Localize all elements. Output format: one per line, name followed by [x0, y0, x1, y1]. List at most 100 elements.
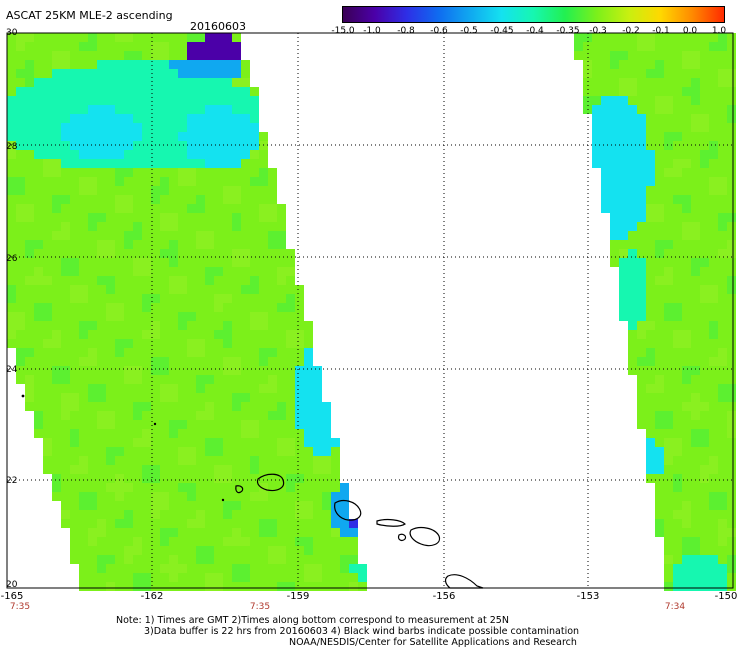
- swath-cell: [7, 258, 16, 267]
- swath-cell: [178, 42, 187, 51]
- swath-cell: [151, 96, 160, 105]
- swath-cell: [214, 87, 223, 96]
- swath-cell: [151, 303, 160, 312]
- swath-cell: [304, 483, 313, 492]
- swath-cell: [151, 555, 160, 564]
- swath-cell: [673, 510, 682, 519]
- swath-cell: [682, 78, 691, 87]
- swath-cell: [214, 276, 223, 285]
- swath-cell: [277, 492, 286, 501]
- swath-cell: [313, 483, 322, 492]
- swath-cell: [223, 357, 232, 366]
- swath-cell: [718, 195, 727, 204]
- swath-cell: [115, 186, 124, 195]
- swath-cell: [187, 483, 196, 492]
- swath-cell: [70, 231, 79, 240]
- swath-cell: [70, 276, 79, 285]
- swath-cell: [610, 240, 619, 249]
- swath-cell: [718, 177, 727, 186]
- swath-cell: [187, 87, 196, 96]
- swath-cell: [268, 384, 277, 393]
- swath-cell: [223, 429, 232, 438]
- swath-cell: [250, 303, 259, 312]
- swath-cell: [682, 42, 691, 51]
- swath-cell: [133, 528, 142, 537]
- swath-cell: [700, 303, 709, 312]
- swath-cell: [700, 141, 709, 150]
- swath-cell: [205, 465, 214, 474]
- swath-cell: [268, 519, 277, 528]
- swath-cell: [115, 411, 124, 420]
- swath-cell: [151, 312, 160, 321]
- swath-cell: [673, 393, 682, 402]
- swath-cell: [691, 42, 700, 51]
- swath-cell: [169, 294, 178, 303]
- swath-cell: [133, 204, 142, 213]
- swath-cell: [79, 276, 88, 285]
- swath-cell: [277, 222, 286, 231]
- colorbar-tick-label: -0.6: [430, 26, 448, 36]
- swath-cell: [646, 42, 655, 51]
- swath-cell: [637, 321, 646, 330]
- swath-cell: [133, 42, 142, 51]
- swath-cell: [691, 447, 700, 456]
- swath-cell: [637, 258, 646, 267]
- swath-cell: [655, 501, 664, 510]
- map-frame: [6, 32, 734, 589]
- swath-cell: [70, 438, 79, 447]
- swath-cell: [25, 231, 34, 240]
- swath-cell: [88, 429, 97, 438]
- swath-cell: [115, 384, 124, 393]
- swath-cell: [178, 78, 187, 87]
- swath-cell: [232, 159, 241, 168]
- swath-cell: [322, 420, 331, 429]
- swath-cell: [124, 150, 133, 159]
- swath-cell: [250, 456, 259, 465]
- swath-cell: [160, 240, 169, 249]
- swath-cell: [223, 528, 232, 537]
- swath-cell: [709, 519, 718, 528]
- swath-cell: [277, 546, 286, 555]
- swath-cell: [97, 114, 106, 123]
- swath-cell: [160, 258, 169, 267]
- swath-cell: [664, 240, 673, 249]
- swath-cell: [70, 222, 79, 231]
- swath-cell: [106, 294, 115, 303]
- swath-cell: [142, 177, 151, 186]
- swath-cell: [727, 519, 736, 528]
- swath-cell: [7, 60, 16, 69]
- swath-cell: [592, 87, 601, 96]
- swath-cell: [61, 213, 70, 222]
- swath-cell: [349, 573, 358, 582]
- swath-cell: [25, 348, 34, 357]
- swath-cell: [25, 51, 34, 60]
- swath-cell: [25, 240, 34, 249]
- swath-cell: [682, 294, 691, 303]
- swath-cell: [682, 564, 691, 573]
- swath-cell: [214, 375, 223, 384]
- swath-cell: [727, 492, 736, 501]
- swath-cell: [718, 249, 727, 258]
- swath-cell: [79, 411, 88, 420]
- swath-cell: [169, 78, 178, 87]
- swath-cell: [70, 492, 79, 501]
- swath-cell: [151, 501, 160, 510]
- swath-cell: [61, 438, 70, 447]
- swath-cell: [142, 69, 151, 78]
- swath-cell: [223, 285, 232, 294]
- swath-cell: [52, 105, 61, 114]
- swath-cell: [286, 339, 295, 348]
- swath-cell: [691, 96, 700, 105]
- swath-cell: [115, 483, 124, 492]
- swath-cell: [187, 321, 196, 330]
- swath-cell: [169, 384, 178, 393]
- swath-cell: [79, 420, 88, 429]
- swath-cell: [718, 258, 727, 267]
- swath-cell: [16, 51, 25, 60]
- swath-cell: [610, 141, 619, 150]
- swath-cell: [43, 195, 52, 204]
- swath-cell: [133, 177, 142, 186]
- swath-cell: [7, 222, 16, 231]
- swath-cell: [16, 105, 25, 114]
- swath-cell: [34, 330, 43, 339]
